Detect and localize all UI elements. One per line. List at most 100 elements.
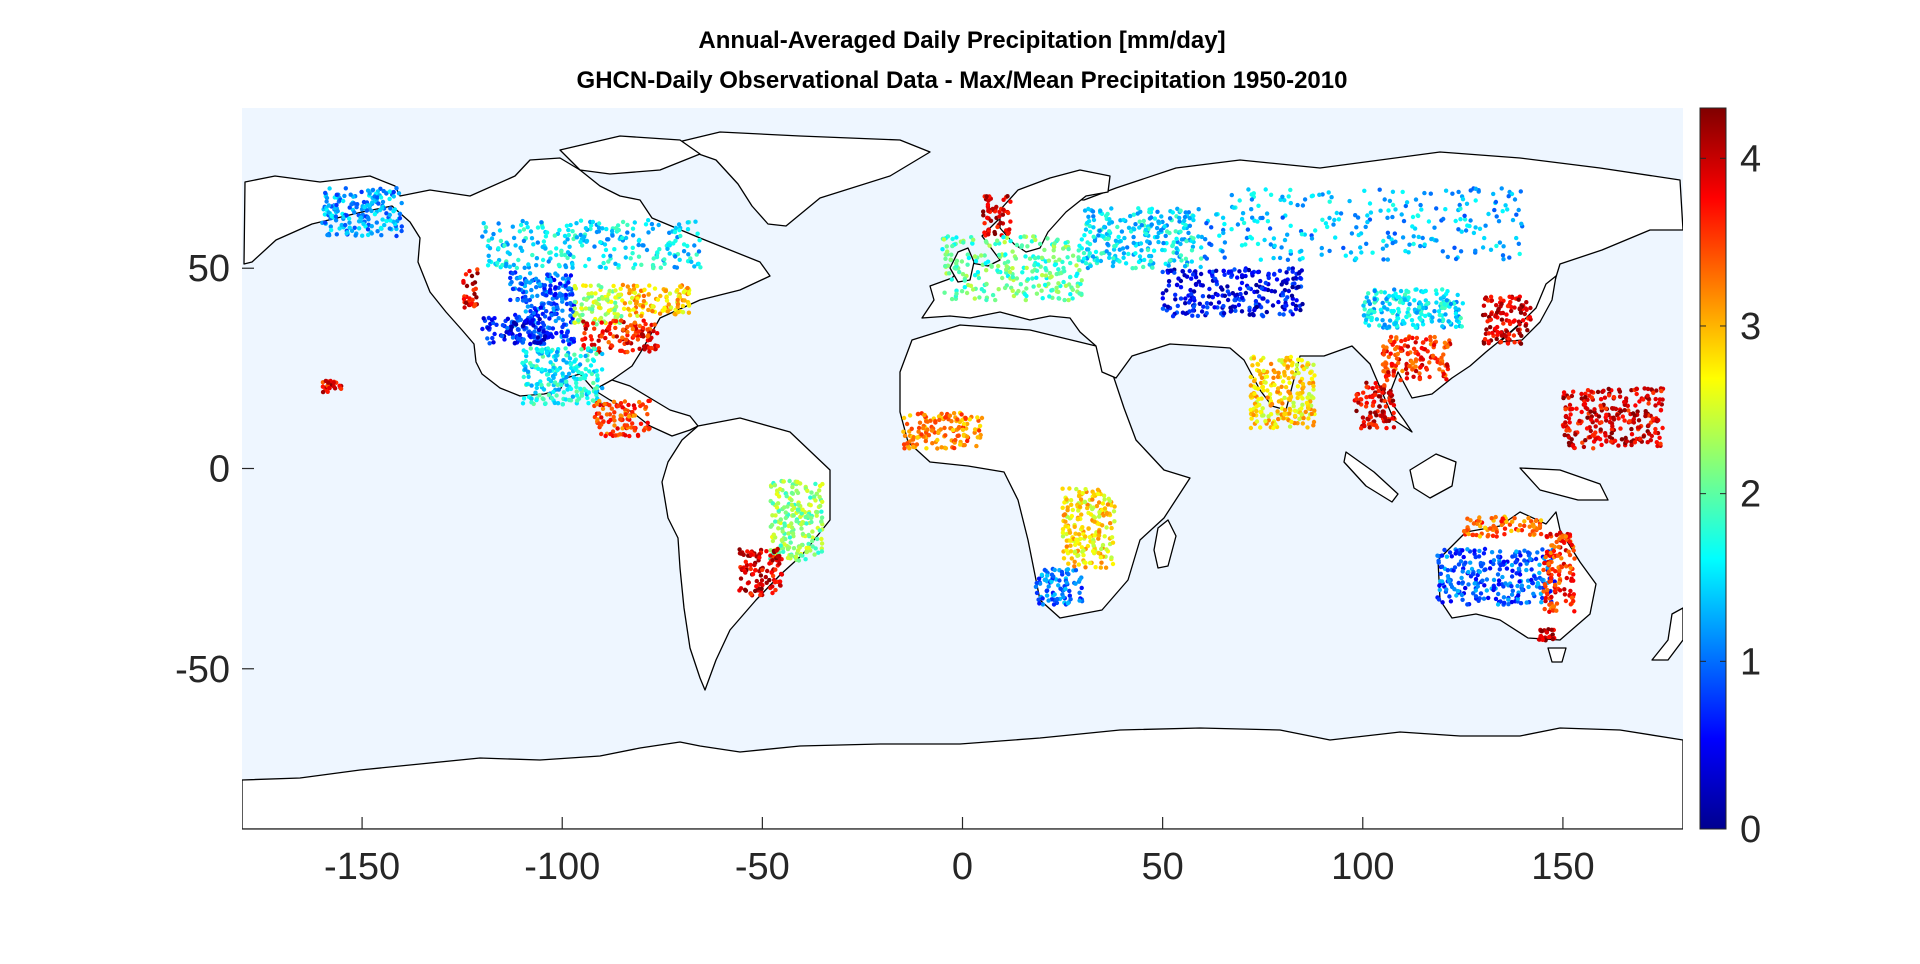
- station-point: [1407, 302, 1412, 307]
- station-point: [623, 337, 629, 342]
- station-point: [1296, 357, 1301, 362]
- station-point: [1098, 565, 1104, 570]
- station-point: [617, 338, 622, 344]
- station-point: [1545, 592, 1550, 597]
- station-point: [1399, 338, 1404, 344]
- station-point: [1161, 240, 1166, 246]
- station-point: [1501, 244, 1506, 249]
- station-point: [1065, 567, 1071, 572]
- station-point: [1282, 407, 1288, 413]
- station-point: [1258, 278, 1263, 284]
- station-point: [583, 366, 588, 372]
- station-point: [1550, 632, 1555, 637]
- station-point: [1254, 282, 1259, 288]
- station-point: [1243, 273, 1248, 279]
- station-point: [613, 288, 618, 293]
- station-point: [325, 232, 330, 238]
- station-point: [1410, 224, 1415, 229]
- station-point: [1326, 190, 1331, 195]
- station-point: [1427, 360, 1432, 365]
- station-point: [1572, 609, 1577, 614]
- station-point: [1287, 411, 1292, 416]
- station-point: [818, 503, 823, 509]
- station-point: [1518, 553, 1523, 558]
- station-point: [1103, 565, 1109, 570]
- station-point: [1214, 279, 1219, 284]
- station-point: [1539, 629, 1545, 634]
- station-point: [817, 488, 822, 493]
- station-point: [1512, 197, 1518, 202]
- station-point: [964, 290, 970, 296]
- station-point: [632, 320, 638, 325]
- station-point: [1543, 554, 1548, 560]
- station-point: [355, 202, 360, 207]
- station-point: [1506, 602, 1511, 607]
- station-point: [743, 588, 749, 593]
- station-point: [583, 353, 588, 359]
- south-america-landmass: [661, 417, 831, 691]
- station-point: [1246, 267, 1252, 273]
- station-point: [1388, 338, 1393, 344]
- station-point: [1519, 221, 1524, 226]
- station-point: [1514, 559, 1519, 564]
- station-point: [565, 250, 571, 255]
- station-point: [1323, 221, 1329, 226]
- station-point: [1095, 258, 1100, 263]
- station-point: [815, 536, 820, 542]
- station-point: [1509, 574, 1515, 579]
- station-point: [1381, 238, 1386, 244]
- station-point: [783, 515, 788, 521]
- station-point: [359, 189, 364, 195]
- station-point: [1327, 199, 1332, 204]
- station-point: [589, 342, 595, 347]
- station-point: [1080, 549, 1085, 554]
- station-point: [745, 549, 750, 554]
- station-point: [959, 412, 964, 417]
- station-point: [554, 349, 560, 355]
- station-point: [985, 202, 991, 207]
- station-point: [550, 326, 556, 331]
- station-point: [1609, 427, 1615, 432]
- station-point: [334, 202, 339, 208]
- x-axis: -150 -100 -50 0 50 100 150: [324, 817, 1595, 888]
- x-tick-label: 50: [1141, 846, 1183, 888]
- station-point: [1593, 437, 1598, 442]
- station-point: [770, 513, 775, 518]
- station-point: [1006, 210, 1011, 216]
- station-point: [813, 481, 818, 487]
- station-point: [975, 270, 981, 275]
- station-point: [1264, 374, 1270, 379]
- station-point: [965, 434, 970, 439]
- station-point: [1629, 432, 1635, 437]
- station-point: [1060, 259, 1065, 265]
- station-point: [613, 433, 618, 438]
- station-point: [570, 262, 575, 267]
- station-point: [982, 221, 987, 226]
- station-point: [1101, 493, 1107, 498]
- station-point: [540, 257, 546, 263]
- station-point: [1096, 500, 1102, 505]
- station-point: [1083, 487, 1088, 492]
- station-point: [664, 294, 669, 299]
- station-point: [1050, 287, 1055, 293]
- station-point: [1596, 414, 1602, 419]
- station-point: [1334, 210, 1340, 216]
- station-point: [1308, 403, 1314, 408]
- station-point: [1116, 234, 1121, 240]
- station-point: [1542, 560, 1547, 566]
- station-point: [1133, 251, 1138, 256]
- station-point: [1354, 392, 1359, 398]
- station-point: [1598, 403, 1603, 408]
- station-point: [1292, 281, 1297, 286]
- station-point: [773, 567, 778, 572]
- station-point: [943, 446, 949, 451]
- station-point: [1456, 227, 1461, 232]
- station-point: [1105, 502, 1111, 507]
- station-point: [901, 442, 907, 447]
- station-point: [560, 276, 566, 281]
- station-region-29: [320, 378, 344, 395]
- station-point: [534, 285, 539, 290]
- station-point: [1074, 486, 1079, 492]
- station-point: [1582, 401, 1588, 407]
- station-point: [665, 309, 670, 314]
